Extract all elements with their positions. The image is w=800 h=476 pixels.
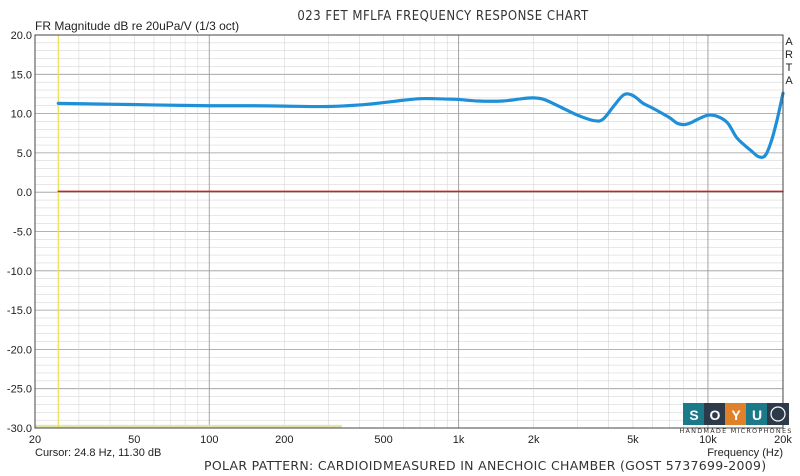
bottom-band: [35, 424, 342, 428]
soyuz-logo: S O Y U HANDMADE MICROPHONES: [679, 403, 792, 435]
x-axis-label: Frequency (Hz): [707, 447, 783, 459]
x-tick-label: 100: [200, 434, 218, 446]
x-tick-label: 200: [275, 434, 293, 446]
x-tick-label: 2k: [528, 434, 540, 446]
chart-title: 023 FET MFLFA FREQUENCY RESPONSE CHART: [297, 9, 589, 24]
x-tick-label: 20k: [774, 434, 792, 446]
y-tick-label: -10.0: [7, 266, 32, 278]
series-line-frequency-response: [56, 91, 785, 159]
logo-letter-4: U: [752, 407, 762, 423]
x-tick-label: 10k: [699, 434, 717, 446]
logo-tile-4: [746, 403, 768, 425]
y-tick-labels: 20.0 15.0 10.0 5.0 0.0 -5.0 -10.0 -15.0 -20.0 -25…: [7, 30, 32, 435]
y-tick-label: 10.0: [11, 109, 32, 121]
y-tick-label: 0.0: [17, 187, 32, 199]
y-tick-label: 15.0: [11, 69, 32, 81]
y-tick-label: -20.0: [7, 344, 32, 356]
x-tick-label: 50: [128, 434, 140, 446]
x-tick-label: 1k: [453, 434, 465, 446]
caption-measured: MEASURED IN ANECHOIC CHAMBER (GOST 57376…: [383, 458, 766, 473]
logo-tile-5: [767, 403, 789, 425]
logo-tile-3: [725, 403, 747, 425]
logo-emblem-icon: [770, 406, 786, 422]
x-tick-label: 500: [374, 434, 392, 446]
logo-letter-2: O: [710, 407, 721, 423]
y-axis-label: FR Magnitude dB re 20uPa/V (1/3 oct): [35, 19, 239, 33]
y-tick-label: -5.0: [13, 227, 32, 239]
arta-letter: A: [785, 75, 793, 87]
logo-tile-2: [704, 403, 726, 425]
x-tick-labels: 20 50 100 200 500 1k 2k 5k 10k 20k: [29, 434, 792, 446]
plot-frame: [34, 34, 784, 429]
logo-tile-1: [683, 403, 705, 425]
caption-polar-pattern: POLAR PATTERN: CARDIOID: [204, 458, 383, 473]
bottom-band-fill: [35, 424, 342, 428]
logo-letter-3: Y: [731, 407, 741, 423]
y-tick-label: 20.0: [11, 30, 32, 42]
cursor-readout: Cursor: 24.8 Hz, 11.30 dB: [35, 447, 161, 459]
y-tick-label: 5.0: [17, 148, 32, 160]
logo-letter-1: S: [689, 407, 698, 423]
x-tick-label: 5k: [627, 434, 639, 446]
arta-letter: T: [786, 62, 793, 74]
grid: [34, 34, 784, 429]
arta-letter: R: [785, 49, 793, 61]
arta-letter: A: [785, 36, 793, 48]
series-group: [56, 91, 785, 193]
y-tick-label: -30.0: [7, 423, 32, 435]
x-tick-label: 20: [29, 434, 41, 446]
logo-tagline: HANDMADE MICROPHONES: [679, 427, 792, 435]
y-tick-label: -15.0: [7, 305, 32, 317]
y-tick-label: -25.0: [7, 384, 32, 396]
